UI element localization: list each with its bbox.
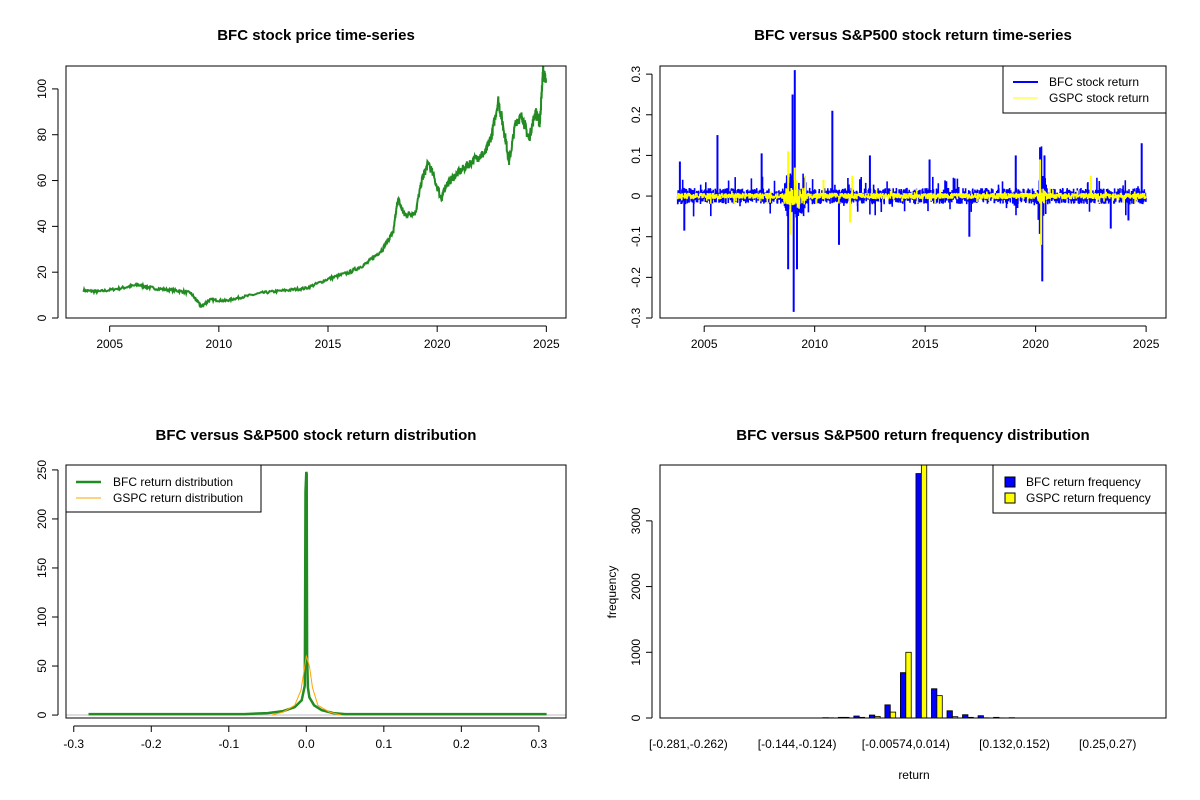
y-axis: 0 1000 2000 3000 — [629, 507, 653, 721]
y-tick-label: 0 — [629, 192, 643, 199]
panel-4: BFC versus S&P500 return frequency distr… — [605, 427, 1167, 782]
y-tick-label: 80 — [35, 128, 49, 142]
legend-box — [65, 464, 262, 513]
bar-gspc — [889, 711, 897, 718]
y-axis: 0 20 40 60 80 100 — [35, 79, 59, 321]
legend-label: BFC return frequency — [1026, 475, 1141, 489]
x-tick-label: 2005 — [96, 337, 123, 351]
x-tick-label: 2010 — [205, 337, 232, 351]
y-tick-label: 100 — [35, 607, 49, 627]
legend-label: GSPC return frequency — [1026, 491, 1151, 505]
y-tick-label: 100 — [35, 79, 49, 99]
x-axis: 2005 2010 2015 2020 2025 — [96, 325, 560, 351]
x-tick-label: 2015 — [912, 337, 939, 351]
density-gspc — [271, 654, 342, 716]
bar-bfc — [962, 714, 969, 718]
x-tick-label: 2010 — [801, 337, 828, 351]
x-tick-label: 2005 — [691, 337, 718, 351]
x-tick-label: 0.1 — [375, 737, 392, 751]
bar-gspc — [905, 651, 912, 718]
x-tick-label: 2020 — [424, 337, 451, 351]
y-tick-label: 60 — [35, 174, 49, 188]
chart-title: BFC versus S&P500 stock return time-seri… — [754, 27, 1072, 44]
x-axis: -0.3 -0.2 -0.1 0.0 0.1 0.2 0.3 — [63, 725, 548, 751]
chart-title: BFC versus S&P500 return frequency distr… — [736, 427, 1089, 444]
y-tick-label: 1000 — [629, 639, 643, 666]
x-tick-label: [-0.00574,0.014) — [862, 737, 950, 751]
y-tick-label: -0.3 — [629, 307, 643, 328]
legend: BFC stock return GSPC stock return — [1002, 65, 1167, 114]
y-tick-label: 0.2 — [629, 106, 643, 123]
bar-bfc — [931, 688, 938, 718]
x-tick-label: [-0.144,-0.124) — [758, 737, 837, 751]
plot-frame — [65, 464, 567, 719]
bar-gspc — [936, 695, 943, 718]
x-tick-label: 2015 — [315, 337, 342, 351]
panel-1: BFC stock price time-series 0 20 40 60 80 100 2… — [35, 27, 567, 351]
chart-title: BFC stock price time-series — [217, 27, 415, 44]
bar-bfc — [884, 704, 891, 718]
legend-box — [1002, 65, 1167, 114]
x-axis-title: return — [898, 768, 929, 782]
x-tick-label: [-0.281,-0.262) — [649, 737, 728, 751]
plot-frame — [659, 65, 1167, 319]
x-tick-label: -0.3 — [63, 737, 84, 751]
y-tick-label: -0.1 — [629, 226, 643, 247]
bar-bfc — [915, 473, 922, 718]
bar-bfc — [946, 710, 953, 718]
y-tick-label: 0 — [35, 314, 49, 321]
y-tick-label: 200 — [35, 509, 49, 529]
plot-frame — [659, 464, 1167, 719]
legend-box — [992, 464, 1167, 514]
x-tick-label: 2020 — [1022, 337, 1049, 351]
chart-title: BFC versus S&P500 stock return distribut… — [156, 427, 477, 444]
y-axis: -0.3 -0.2 -0.1 0 0.1 0.2 0.3 — [629, 65, 653, 328]
return-series-gspc — [676, 175, 1147, 209]
x-tick-label: -0.2 — [141, 737, 162, 751]
y-tick-label: -0.2 — [629, 267, 643, 288]
x-tick-label: 0.3 — [531, 737, 548, 751]
bar-gspc — [952, 716, 959, 718]
bar-bfc — [977, 715, 984, 718]
y-tick-label: 0 — [629, 714, 643, 721]
x-tick-label: 2025 — [533, 337, 560, 351]
y-tick-label: 150 — [35, 558, 49, 578]
y-tick-label: 2000 — [629, 573, 643, 600]
x-tick-label: -0.1 — [218, 737, 239, 751]
y-tick-label: 0 — [35, 711, 49, 718]
x-axis: 2005 2010 2015 2020 2025 — [691, 325, 1160, 351]
plot-frame — [65, 65, 567, 319]
y-tick-label: 0.1 — [629, 147, 643, 164]
y-tick-label: 250 — [35, 460, 49, 480]
x-tick-label: [0.132,0.152) — [979, 737, 1050, 751]
legend-label: BFC stock return — [1049, 75, 1139, 89]
y-tick-label: 40 — [35, 219, 49, 233]
y-tick-label: 0.3 — [629, 65, 643, 82]
price-line — [82, 65, 548, 309]
y-tick-label: 20 — [35, 265, 49, 279]
legend-label: GSPC stock return — [1049, 91, 1149, 105]
panel-2: BFC versus S&P500 stock return time-seri… — [629, 27, 1167, 351]
legend: BFC return distribution GSPC return distr… — [65, 464, 262, 513]
y-tick-label: 50 — [35, 659, 49, 673]
bar-gspc — [920, 465, 928, 718]
x-tick-label: [0.25,0.27) — [1079, 737, 1136, 751]
x-tick-label: 2025 — [1133, 337, 1160, 351]
legend-swatch — [1004, 476, 1016, 488]
y-axis: 0 50 100 150 200 250 — [35, 460, 59, 718]
panel-3: BFC versus S&P500 stock return distribut… — [35, 427, 567, 751]
legend-swatch — [1004, 492, 1016, 504]
bar-bfc — [900, 672, 907, 718]
legend-label: GSPC return distribution — [113, 491, 243, 505]
legend-label: BFC return distribution — [113, 475, 233, 489]
return-series-bfc — [676, 146, 1147, 234]
y-tick-label: 3000 — [629, 507, 643, 534]
y-axis-title: frequency — [605, 566, 619, 619]
x-tick-label: 0.0 — [298, 737, 315, 751]
legend: BFC return frequency GSPC return frequenc… — [992, 464, 1167, 514]
x-tick-label: 0.2 — [453, 737, 470, 751]
